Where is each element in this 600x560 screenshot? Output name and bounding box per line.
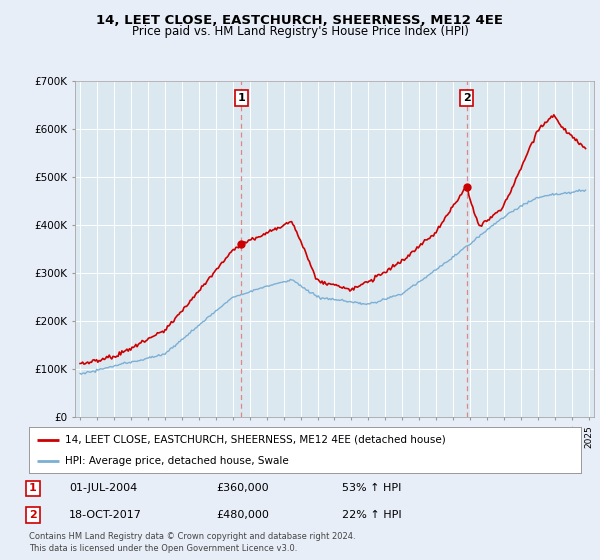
Text: HPI: Average price, detached house, Swale: HPI: Average price, detached house, Swal…: [65, 456, 289, 466]
Text: £360,000: £360,000: [216, 483, 269, 493]
Text: 53% ↑ HPI: 53% ↑ HPI: [342, 483, 401, 493]
Text: 1: 1: [238, 93, 245, 103]
Text: 14, LEET CLOSE, EASTCHURCH, SHEERNESS, ME12 4EE: 14, LEET CLOSE, EASTCHURCH, SHEERNESS, M…: [97, 14, 503, 27]
Text: 01-JUL-2004: 01-JUL-2004: [69, 483, 137, 493]
Text: Contains HM Land Registry data © Crown copyright and database right 2024.
This d: Contains HM Land Registry data © Crown c…: [29, 533, 355, 553]
Text: 1: 1: [29, 483, 37, 493]
Text: 2: 2: [29, 510, 37, 520]
Text: £480,000: £480,000: [216, 510, 269, 520]
Text: 18-OCT-2017: 18-OCT-2017: [69, 510, 142, 520]
Text: 22% ↑ HPI: 22% ↑ HPI: [342, 510, 401, 520]
Text: 2: 2: [463, 93, 470, 103]
Text: Price paid vs. HM Land Registry's House Price Index (HPI): Price paid vs. HM Land Registry's House …: [131, 25, 469, 38]
Text: 14, LEET CLOSE, EASTCHURCH, SHEERNESS, ME12 4EE (detached house): 14, LEET CLOSE, EASTCHURCH, SHEERNESS, M…: [65, 435, 445, 445]
